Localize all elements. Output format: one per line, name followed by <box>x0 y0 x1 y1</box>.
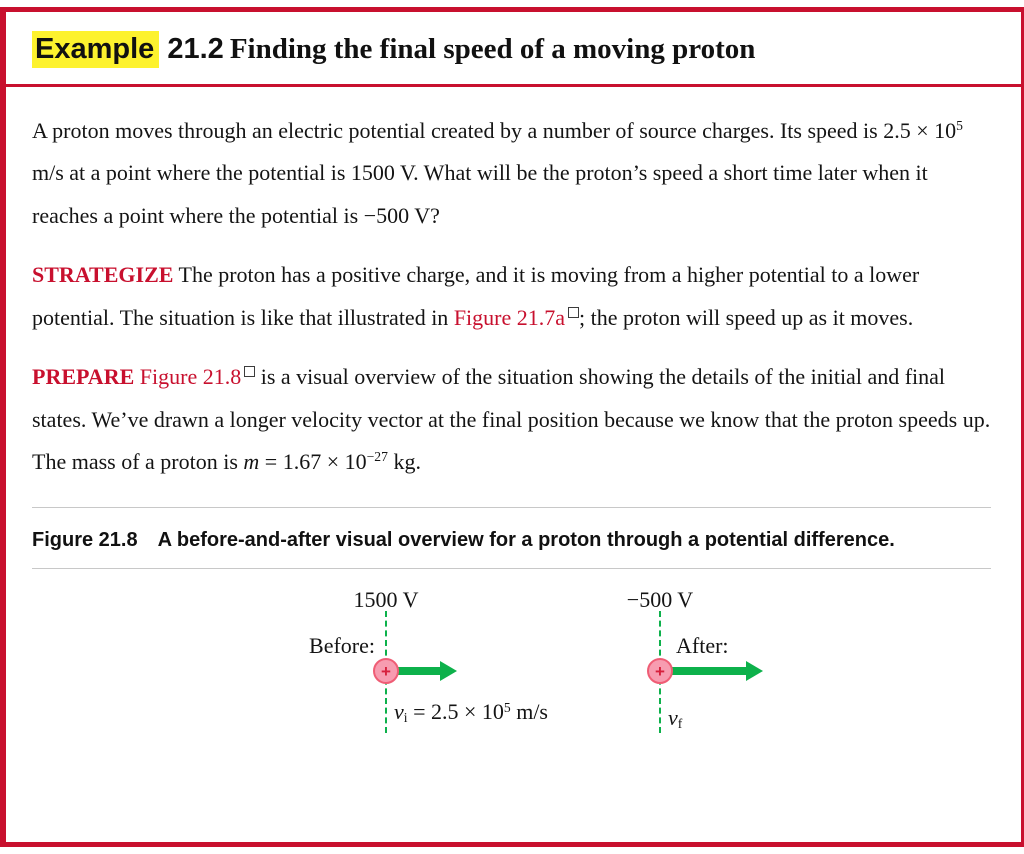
strategize-paragraph: STRATEGIZE The proton has a positive cha… <box>32 254 991 339</box>
exponent-5: 5 <box>503 699 511 715</box>
proton-before-icon: + <box>373 658 399 685</box>
example-number: 21.2 <box>159 33 224 65</box>
popup-window-icon[interactable] <box>244 366 256 378</box>
prepare-paragraph: PREPARE Figure 21.8 is a visual overview… <box>32 356 991 483</box>
figure-caption-text: A before-and-after visual overview for a… <box>157 529 895 552</box>
before-label: Before: <box>309 633 375 659</box>
exponent-minus-27: −27 <box>366 449 388 465</box>
example-content: A proton moves through an electric poten… <box>6 87 1021 768</box>
before-velocity-arrow <box>398 667 440 676</box>
figure-21-8-diagram: 1500 V −500 V Before: After: + + vi = 2.… <box>32 571 991 767</box>
velocity-unit: m/s <box>510 699 548 725</box>
before-velocity-arrowhead <box>440 661 457 682</box>
problem-statement: A proton moves through an electric poten… <box>32 110 991 237</box>
after-velocity-arrowhead <box>746 661 763 682</box>
exponent-5: 5 <box>956 118 963 134</box>
mass-symbol: m <box>243 448 260 474</box>
example-header: Example 21.2 Finding the final speed of a… <box>6 12 1021 68</box>
strategize-text-2: ; the proton will speed up as it moves. <box>579 304 914 330</box>
prepare-keyword: PREPARE <box>32 364 135 390</box>
figure-caption-label: Figure 21.8 <box>32 529 138 552</box>
plus-charge-icon: + <box>381 661 391 681</box>
caption-bottom-rule <box>32 568 991 570</box>
after-velocity-arrow <box>672 667 746 676</box>
after-label: After: <box>676 633 729 659</box>
figure-21-8-link[interactable]: Figure 21.8 <box>139 364 242 390</box>
example-box: Example 21.2 Finding the final speed of a… <box>0 7 1024 847</box>
after-potential-label: −500 V <box>626 587 694 613</box>
proton-after-icon: + <box>647 658 673 685</box>
initial-velocity-label: vi = 2.5 × 105 m/s <box>394 691 548 733</box>
problem-text-1: A proton moves through an electric poten… <box>32 117 957 143</box>
example-number-text: 21.2 <box>167 33 224 65</box>
example-title: Finding the final speed of a moving prot… <box>229 33 756 65</box>
header-divider-rule <box>6 83 1021 87</box>
page-title: Example 21.2 Finding the final speed of a… <box>32 31 993 68</box>
problem-text-2: m/s at a point where the potential is 15… <box>32 160 928 228</box>
figure-21-7a-link[interactable]: Figure 21.7a <box>453 304 566 330</box>
plus-charge-icon: + <box>655 661 665 681</box>
highlighted-example-word: Example <box>32 31 160 68</box>
figure-caption: Figure 21.8 A before-and-after visual ove… <box>32 522 991 558</box>
caption-top-rule <box>32 507 991 509</box>
v-symbol: v <box>394 699 404 725</box>
velocity-equation: = 2.5 × 10 <box>407 699 504 725</box>
prepare-text-2: = 1.67 × 10 <box>259 448 367 474</box>
subscript-f: f <box>677 716 683 732</box>
final-velocity-label: vf <box>668 697 682 739</box>
strategize-text-1: The proton has a positive charge, and it… <box>32 262 920 330</box>
subscript-i: i <box>403 710 408 726</box>
popup-window-icon[interactable] <box>568 306 580 318</box>
prepare-text-3: kg. <box>387 448 421 474</box>
v-symbol: v <box>668 705 678 731</box>
strategize-keyword: STRATEGIZE <box>32 262 174 288</box>
before-potential-label: 1500 V <box>353 587 419 613</box>
prepare-text-1: is a visual overview of the situation sh… <box>32 364 991 474</box>
